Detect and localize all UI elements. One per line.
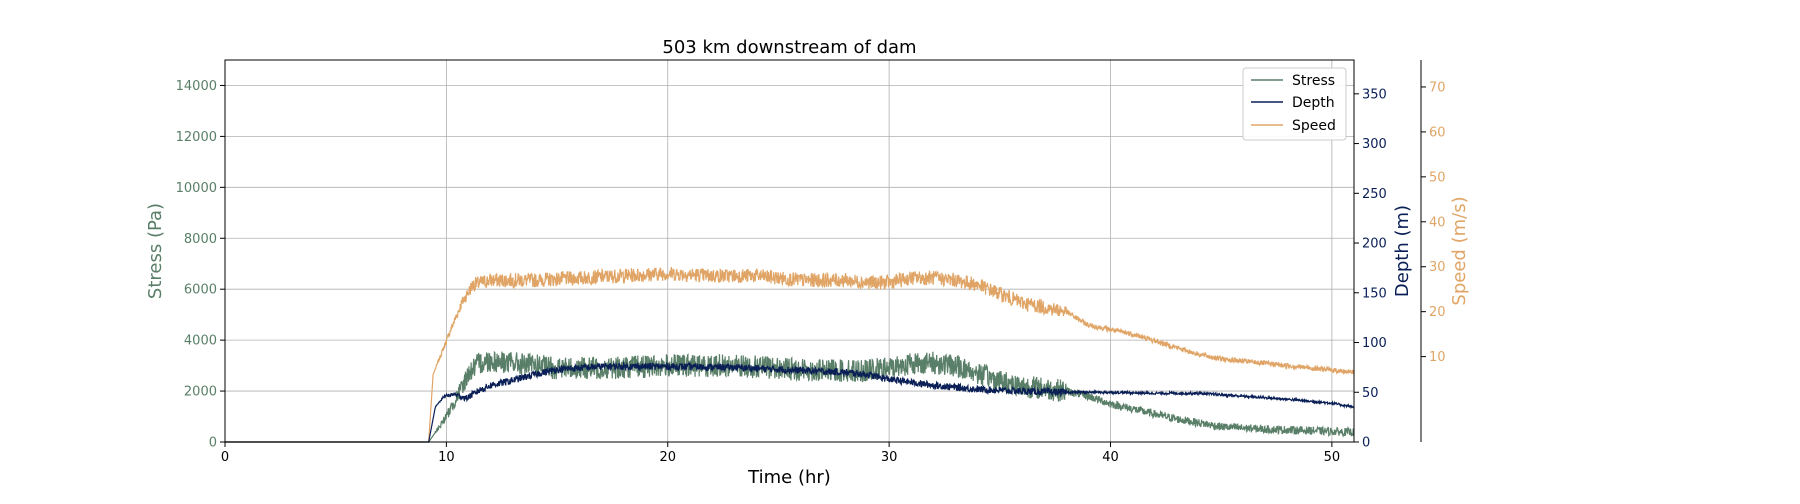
series-line-speed bbox=[225, 266, 1355, 443]
depth-tick-label: 100 bbox=[1362, 336, 1387, 351]
stress-tick-label: 14000 bbox=[176, 79, 217, 94]
depth-tick-label: 350 bbox=[1362, 87, 1387, 102]
legend-label-stress: Stress bbox=[1292, 73, 1335, 89]
legend: Stress Depth Speed bbox=[1242, 67, 1347, 141]
stress-tick-label: 8000 bbox=[184, 232, 217, 247]
stress-axis-title: Stress (Pa) bbox=[145, 203, 166, 299]
speed-tick-label: 60 bbox=[1429, 125, 1446, 140]
speed-tick-label: 50 bbox=[1429, 170, 1446, 185]
ticks: 0 10 20 30 40 5002000400060008000100001200014… bbox=[176, 79, 1446, 465]
speed-tick-label: 30 bbox=[1429, 260, 1446, 275]
stress-tick-label: 12000 bbox=[176, 130, 217, 145]
series-line-stress bbox=[225, 350, 1355, 443]
x-tick-label: 30 bbox=[881, 450, 898, 465]
x-tick-label: 40 bbox=[1102, 450, 1119, 465]
depth-tick-label: 200 bbox=[1362, 237, 1387, 252]
plot-frame bbox=[224, 59, 1355, 443]
speed-tick-label: 20 bbox=[1429, 305, 1446, 320]
grid bbox=[224, 60, 1354, 443]
stress-tick-label: 6000 bbox=[184, 283, 217, 298]
axes bbox=[224, 59, 1422, 443]
x-axis-title: Time (hr) bbox=[747, 467, 831, 488]
legend-box bbox=[1242, 67, 1347, 141]
x-tick-label: 10 bbox=[438, 450, 455, 465]
series-lines bbox=[225, 266, 1355, 443]
depth-tick-label: 250 bbox=[1362, 187, 1387, 202]
stress-tick-label: 2000 bbox=[184, 385, 217, 400]
chart-title: 503 km downstream of dam bbox=[662, 37, 916, 58]
depth-tick-label: 150 bbox=[1362, 286, 1387, 301]
speed-tick-label: 10 bbox=[1429, 350, 1446, 365]
speed-tick-label: 40 bbox=[1429, 215, 1446, 230]
depth-tick-label: 0 bbox=[1362, 436, 1370, 451]
stress-tick-label: 0 bbox=[209, 436, 217, 451]
speed-axis-title: Speed (m/s) bbox=[1449, 196, 1470, 305]
stress-tick-label: 10000 bbox=[176, 181, 217, 196]
depth-tick-label: 300 bbox=[1362, 137, 1387, 152]
depth-axis-title: Depth (m) bbox=[1392, 205, 1413, 297]
x-tick-label: 0 bbox=[221, 450, 229, 465]
x-tick-label: 20 bbox=[659, 450, 676, 465]
legend-label-depth: Depth bbox=[1292, 95, 1335, 111]
x-tick-label: 50 bbox=[1324, 450, 1341, 465]
speed-tick-label: 70 bbox=[1429, 80, 1446, 95]
stress-tick-label: 4000 bbox=[184, 334, 217, 349]
legend-label-speed: Speed bbox=[1292, 118, 1336, 134]
depth-tick-label: 50 bbox=[1362, 386, 1379, 401]
